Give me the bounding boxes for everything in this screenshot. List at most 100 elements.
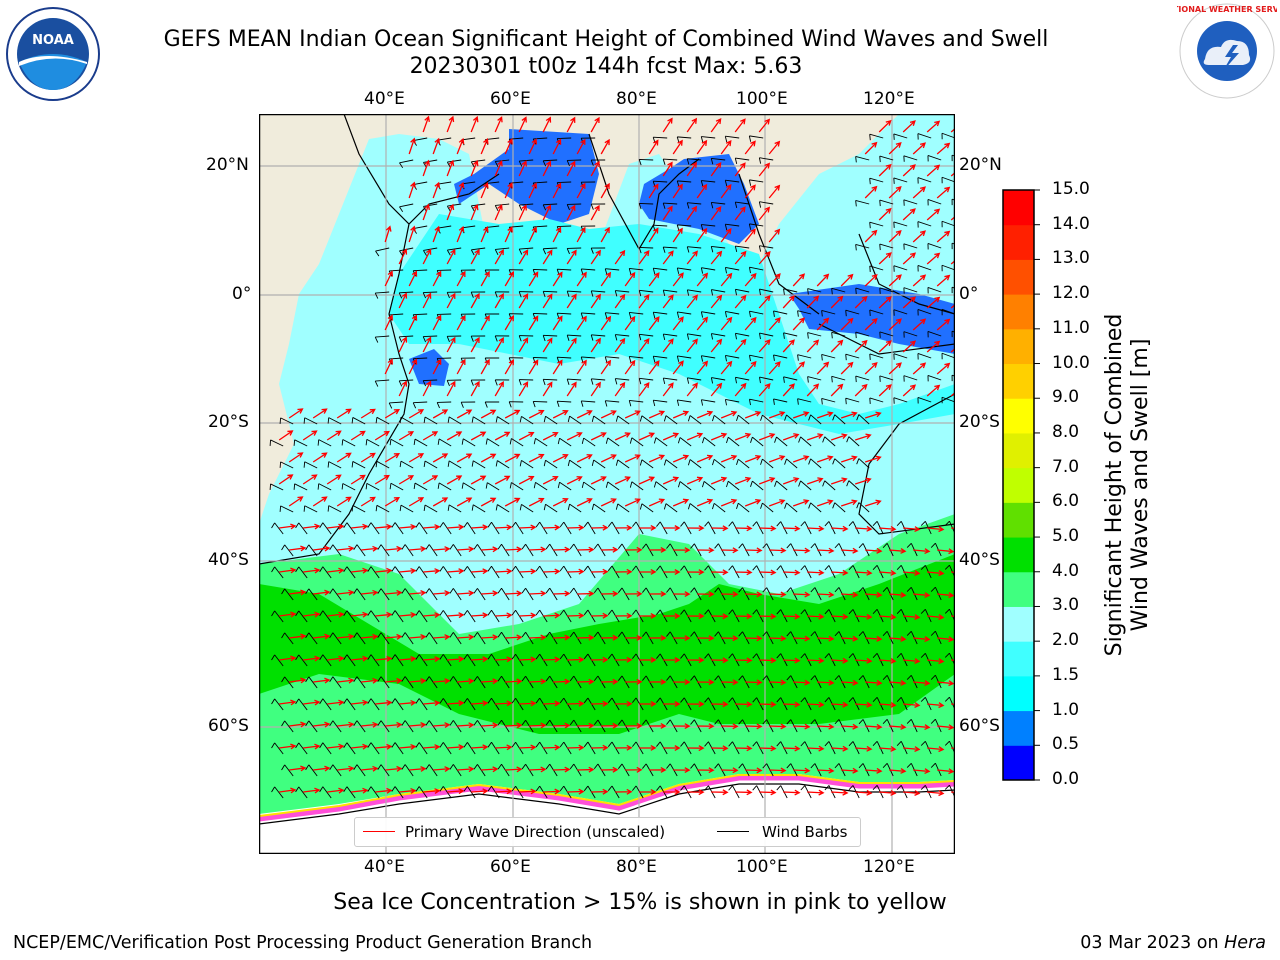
colorbar-segment [1003,537,1034,573]
wave-direction-arrow [303,699,321,706]
wind-barb [303,417,318,425]
wave-direction-arrow [350,430,366,441]
wave-direction-arrow [337,633,355,640]
wind-barb [391,654,404,667]
wind-barb [391,742,404,755]
colorbar-tick: 7.0 [1052,456,1080,477]
wind-barb [329,764,342,777]
wind-barb [855,155,870,163]
wave-direction-arrow [446,336,456,353]
wave-direction-arrow [433,722,451,729]
wave-direction-arrow [326,430,342,441]
wave-direction-arrow [927,790,945,797]
wind-barb [638,377,654,385]
wind-barb [700,355,716,362]
wind-barb [271,610,284,623]
wave-direction-arrow [505,722,523,729]
wave-direction-arrow [350,474,366,485]
wave-direction-arrow [409,766,427,772]
wave-direction-arrow [615,612,633,619]
wave-direction-arrow [481,766,499,773]
wave-direction-arrow [289,677,307,684]
wind-barb [927,374,942,382]
wave-direction-arrow [758,295,771,309]
wind-barb [319,610,332,623]
wind-barb [461,438,476,447]
wave-direction-arrow [936,230,951,243]
wave-direction-arrow [279,787,297,794]
colorbar-tick: 4.0 [1052,560,1080,581]
wind-barb [652,311,668,319]
wave-direction-arrow [889,768,907,774]
wave-direction-arrow [649,635,667,641]
wave-direction-arrow [553,678,571,685]
left-lat-tick: 0° [232,284,252,304]
wind-barb [797,398,812,405]
wind-barb [941,308,955,316]
wave-direction-arrow [399,743,417,750]
wave-direction-arrow [384,225,392,243]
right-lat-tick: 20°N [959,155,1002,175]
wind-barb [724,311,740,318]
wave-direction-arrow [697,723,715,730]
wave-direction-arrow [912,230,926,243]
wave-direction-arrow [864,141,878,155]
wind-barb [614,378,630,385]
wind-barb [508,401,524,408]
wave-direction-arrow [782,383,795,397]
wind-barb [749,310,764,318]
wind-barb [590,290,606,297]
wave-direction-arrow [816,317,830,331]
wind-barb [374,291,390,299]
northern-cyan-band [389,214,955,434]
wave-direction-arrow [456,270,466,287]
wave-direction-arrow [831,657,849,664]
wind-barb [389,438,404,447]
wave-direction-arrow [735,789,753,796]
bottom-lon-tick: 100°E [736,857,788,877]
wave-direction-arrow [649,767,667,773]
wind-barb [653,481,668,491]
wave-direction-arrow [423,568,441,574]
colorbar-tick: 0.0 [1052,769,1080,789]
wind-barb [662,377,678,385]
wind-barb [831,331,846,339]
wind-barb [295,654,308,667]
wave-direction-arrow [504,138,513,155]
wave-direction-arrow [601,722,619,729]
wave-direction-arrow [744,360,757,375]
wave-direction-arrow [865,767,883,774]
wave-direction-arrow [422,292,432,309]
wind-barb [614,334,630,341]
wind-barb [736,502,750,513]
wave-direction-arrow [432,225,441,243]
wave-direction-arrow [840,273,854,287]
wave-direction-arrow [457,678,475,685]
wave-direction-arrow [831,745,849,752]
wave-direction-arrow [855,745,873,752]
wind-barb [305,632,318,645]
wind-barb [319,698,332,711]
wind-barb [543,459,558,469]
wind-barb [628,355,644,363]
wave-direction-arrow [710,205,722,221]
wind-barb [591,459,606,469]
wave-direction-arrow [758,162,771,177]
wind-barb [367,698,380,711]
wind-barb [423,504,438,513]
wind-barb [377,588,390,601]
wave-direction-arrow [792,411,810,419]
colorbar-segment [1003,398,1034,434]
colorbar-tick: 11.0 [1052,317,1090,338]
wave-direction-arrow [326,474,342,485]
wave-direction-arrow [289,633,307,640]
wind-barb [676,355,692,362]
wave-direction-arrow [792,361,806,375]
wave-direction-arrow [601,678,619,685]
wave-direction-arrow [614,476,631,485]
wave-direction-arrow [662,338,674,353]
wind-barb [271,786,284,799]
wave-direction-arrow [648,454,666,463]
wave-direction-arrow [721,635,739,642]
wave-direction-arrow [566,160,576,177]
